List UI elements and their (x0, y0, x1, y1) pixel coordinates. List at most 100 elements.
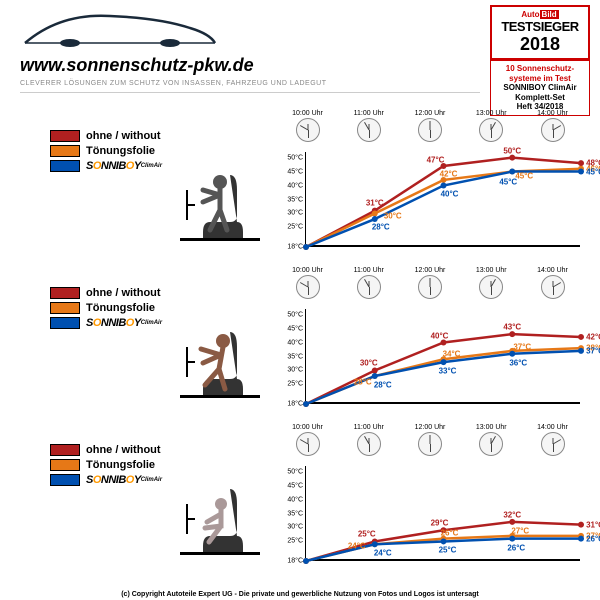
header: www.sonnenschutz-pkw.de CLEVERER LÖSUNGE… (0, 0, 600, 100)
badge-logo-auto: Auto (521, 10, 539, 19)
ytick: 35°C (287, 353, 306, 360)
time-label: 11:00 Uhr (341, 267, 396, 274)
time-label: 11:00 Uhr (341, 110, 396, 117)
ytick: 50°C (287, 311, 306, 318)
clock-icon (357, 275, 381, 299)
data-label: 31°C (586, 520, 600, 529)
sonniboy-logo: SONNIBOY (86, 474, 141, 486)
data-label: 26°C (507, 543, 525, 552)
time-label: 13:00 Uhr (464, 267, 519, 274)
legend-label: Tönungsfolie (86, 302, 155, 314)
data-label: 28°C (374, 381, 392, 390)
ytick: 40°C (287, 496, 306, 503)
time-label: 10:00 Uhr (280, 267, 335, 274)
legend-swatch (50, 474, 80, 486)
data-label: 24°C (348, 542, 366, 551)
chart: 10:00 Uhr 11:00 Uhr 12:00 Uhr 13:00 Uhr 14:0… (275, 267, 585, 412)
legend-swatch (50, 145, 80, 157)
clock-icon (479, 275, 503, 299)
clock-icon (418, 275, 442, 299)
time-label: 10:00 Uhr (280, 424, 335, 431)
seat-illustration (175, 317, 265, 407)
data-label: 28°C (372, 223, 390, 232)
time-label: 12:00 Uhr (403, 267, 458, 274)
badge-year: 2018 (495, 34, 585, 55)
ytick: 45°C (287, 482, 306, 489)
legend-label: ohne / without (86, 287, 161, 299)
time-label: 11:00 Uhr (341, 424, 396, 431)
time-label: 14:00 Uhr (525, 424, 580, 431)
data-label: 33°C (439, 367, 457, 376)
badge-line2: systeme im Test (494, 74, 586, 84)
plot-area: 18°C25°C30°C35°C40°C45°C50°C30°C40°C43°C… (305, 309, 580, 404)
data-label: 36°C (509, 358, 527, 367)
legend-label: ohne / without (86, 130, 161, 142)
time-label: 12:00 Uhr (403, 110, 458, 117)
data-label: 50°C (503, 146, 521, 155)
seat-illustration (175, 160, 265, 250)
logo-area: www.sonnenschutz-pkw.de CLEVERER LÖSUNGE… (20, 8, 326, 87)
data-label: 30°C (384, 212, 402, 221)
badge-logo-bild: Bild (540, 10, 559, 19)
testsieger-badge: AutoBild TESTSIEGER 2018 10 Sonnenschutz… (490, 5, 590, 116)
clock-icon (357, 118, 381, 142)
legend: ohne / withoutTönungsfolieSONNIBOY ClimA… (50, 444, 162, 489)
data-label: 47°C (427, 155, 445, 164)
clock-icon (296, 275, 320, 299)
data-label: 30°C (360, 359, 378, 368)
clock-icon (418, 118, 442, 142)
ytick: 30°C (287, 210, 306, 217)
clock-row: 10:00 Uhr 11:00 Uhr 12:00 Uhr 13:00 Uhr 14:0… (275, 267, 585, 299)
data-label: 26°C (441, 528, 459, 537)
data-label: 37°C (513, 342, 531, 351)
legend: ohne / withoutTönungsfolieSONNIBOY ClimA… (50, 287, 162, 332)
legend-swatch (50, 459, 80, 471)
legend-label: Tönungsfolie (86, 459, 155, 471)
legend-swatch (50, 444, 80, 456)
ytick: 35°C (287, 510, 306, 517)
data-label: 45°C (515, 171, 533, 180)
plot-area: 18°C25°C30°C35°C40°C45°C50°C31°C47°C50°C… (305, 152, 580, 247)
legend-swatch (50, 302, 80, 314)
data-label: 42°C (440, 169, 458, 178)
panel-2: ohne / withoutTönungsfolieSONNIBOY ClimA… (0, 419, 600, 574)
ytick: 50°C (287, 154, 306, 161)
ytick: 25°C (287, 538, 306, 545)
clock-row: 10:00 Uhr11:00 Uhr12:00 Uhr13:00 Uhr14:0… (275, 424, 585, 456)
legend-swatch (50, 160, 80, 172)
legend-label: Tönungsfolie (86, 145, 155, 157)
data-label: 43°C (503, 323, 521, 332)
time-label: 13:00 Uhr (464, 110, 519, 117)
legend: ohne / withoutTönungsfolieSONNIBOY ClimA… (50, 130, 162, 175)
chart: 10:00 Uhr11:00 Uhr12:00 Uhr13:00 Uhr14:0… (275, 110, 585, 255)
legend-label: ohne / without (86, 444, 161, 456)
data-label: 29°C (431, 519, 449, 528)
ytick: 50°C (287, 468, 306, 475)
data-label: 45°C (499, 177, 517, 186)
sonniboy-logo: SONNIBOY (86, 160, 141, 172)
site-url: www.sonnenschutz-pkw.de (20, 55, 326, 76)
clock-icon (418, 432, 442, 456)
clock-icon (541, 275, 565, 299)
seat-illustration (175, 474, 265, 564)
sonniboy-logo: SONNIBOY (86, 317, 141, 329)
clock-icon (296, 432, 320, 456)
ytick: 40°C (287, 339, 306, 346)
panel-0: ohne / withoutTönungsfolieSONNIBOY ClimA… (0, 105, 600, 260)
time-label: 14:00 Uhr (525, 267, 580, 274)
legend-swatch (50, 317, 80, 329)
data-label: 28°C (354, 378, 372, 387)
ytick: 25°C (287, 224, 306, 231)
data-label: 32°C (503, 510, 521, 519)
clock-icon (541, 432, 565, 456)
data-label: 37°C (586, 346, 600, 355)
legend-swatch (50, 287, 80, 299)
plot-svg (306, 152, 581, 247)
ytick: 30°C (287, 524, 306, 531)
panel-1: ohne / withoutTönungsfolieSONNIBOY ClimA… (0, 262, 600, 417)
ytick: 40°C (287, 182, 306, 189)
tagline: CLEVERER LÖSUNGEN ZUM SCHUTZ VON INSASSE… (20, 80, 326, 87)
ytick: 45°C (287, 168, 306, 175)
data-label: 31°C (366, 198, 384, 207)
data-label: 40°C (441, 189, 459, 198)
